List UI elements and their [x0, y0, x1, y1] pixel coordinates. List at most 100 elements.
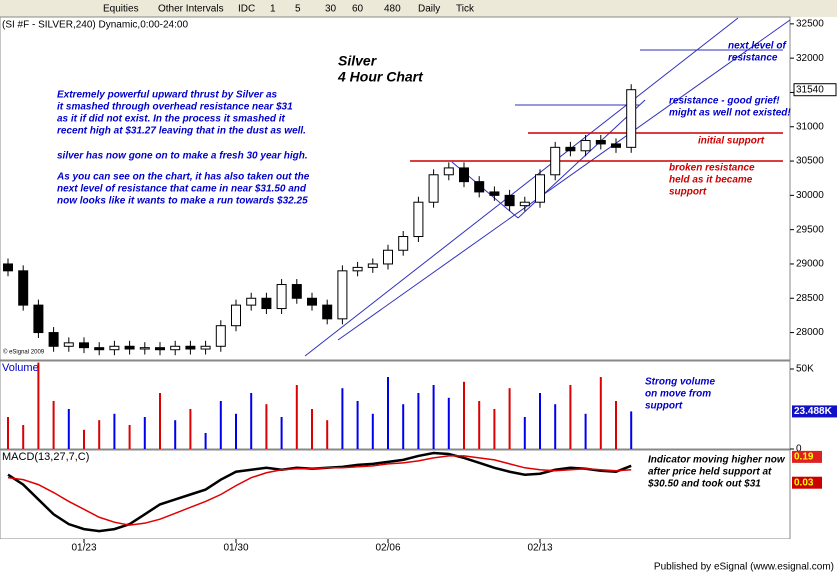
y-tick-label: 50K: [796, 364, 814, 375]
candle-body: [185, 345, 196, 350]
last-value-box: [792, 450, 822, 463]
toolbar-item[interactable]: Tick: [456, 4, 475, 15]
volume-bar: [204, 433, 207, 449]
copyright: © eSignal 2009: [3, 349, 45, 356]
annotation: next level of resistance that came in ne…: [57, 184, 307, 195]
y-tick-label: 30000: [796, 190, 824, 201]
candle-body: [155, 347, 165, 351]
toolbar-item[interactable]: 60: [352, 4, 364, 15]
annotation: as it if did not exist. In the process i…: [57, 114, 285, 125]
y-tick-label: 0: [796, 444, 802, 455]
toolbar-item[interactable]: IDC: [238, 4, 255, 15]
annotation: Extremely powerful upward thrust by Silv…: [57, 90, 278, 101]
x-tick-label: 01/23: [71, 543, 96, 554]
volume-bar: [189, 409, 192, 449]
candle-body: [352, 266, 363, 272]
date-axis: [0, 539, 837, 576]
candle-body: [504, 194, 515, 207]
candle-body: [170, 345, 181, 351]
volume-bar: [37, 362, 40, 449]
candle-body: [580, 139, 591, 152]
panel-title: MACD(13,27,7,C): [2, 451, 89, 463]
candle-body: [428, 174, 439, 203]
annotation: Strong volume: [645, 377, 715, 388]
last-value: 0.03: [794, 477, 814, 488]
candle-body: [94, 347, 105, 351]
y-tick-label: 32500: [796, 19, 824, 30]
channel-line: [337, 19, 791, 341]
toolbar-item[interactable]: Daily: [418, 4, 440, 15]
candle-body: [459, 167, 469, 183]
volume-bar: [250, 393, 253, 449]
volume-bar: [615, 401, 617, 449]
volume-bar: [478, 401, 481, 449]
toolbar-item[interactable]: Other Intervals: [158, 4, 224, 15]
volume-bar: [295, 385, 298, 449]
volume-bar: [341, 388, 344, 449]
y-tick-label: 29000: [796, 259, 824, 270]
trend-lines: [304, 17, 791, 357]
candle-body: [383, 249, 393, 265]
volume-bar: [630, 411, 633, 449]
y-tick-label: 28000: [796, 327, 824, 338]
annotation: initial support: [698, 136, 765, 147]
volume-bar: [432, 385, 435, 449]
annotation: now looks like it wants to make a run to…: [57, 196, 308, 207]
toolbar-item[interactable]: 1: [270, 4, 276, 15]
volume-bar: [371, 413, 374, 449]
volume-bar: [219, 401, 222, 449]
annotation: Indicator moving higher now: [648, 455, 786, 466]
volume-bar: [311, 409, 313, 449]
annotation: it smashed through overhead resistance n…: [57, 102, 293, 113]
volume-bar: [52, 401, 55, 449]
toolbar-item[interactable]: Equities: [103, 4, 139, 15]
candle-body: [626, 89, 637, 148]
volume-bar: [599, 377, 602, 449]
candle-body: [413, 201, 424, 238]
candle-body: [322, 304, 333, 320]
toolbar-item[interactable]: 5: [295, 4, 301, 15]
annotation: support: [645, 401, 683, 412]
annotation: after price held support at: [648, 467, 772, 478]
volume-bar: [463, 381, 465, 449]
volume-bar: [569, 385, 572, 449]
candle-body: [307, 297, 317, 306]
candle-body: [124, 345, 135, 350]
last-volume: 23.488K: [794, 406, 833, 417]
panel-title: Volume: [2, 362, 39, 374]
toolbar-item[interactable]: 30: [325, 4, 337, 15]
annotation: might as well not existed!: [669, 108, 791, 119]
volume-bar: [22, 425, 25, 449]
x-tick-label: 01/30: [223, 543, 248, 554]
annotation: held as it became: [669, 175, 753, 186]
candle-body: [519, 201, 530, 207]
macd-line: [7, 455, 632, 526]
candle-body: [3, 263, 13, 272]
last-volume-box: [792, 405, 837, 418]
candle-body: [337, 270, 348, 320]
candle-body: [474, 181, 485, 193]
volume-bar: [128, 425, 131, 449]
candle-body: [367, 263, 378, 268]
toolbar-item[interactable]: 480: [384, 4, 401, 15]
annotation: support: [669, 187, 707, 198]
candle-body: [63, 342, 74, 347]
candle-body: [231, 304, 241, 327]
candle-body: [535, 174, 545, 203]
volume-bar: [539, 393, 541, 449]
annotation: silver has now gone on to make a fresh 3…: [57, 151, 308, 162]
chart-header: (SI #F - SILVER,240) Dynamic,0:00-24:00: [2, 20, 188, 31]
y-tick-label: 30500: [796, 156, 824, 167]
annotation: resistance: [728, 53, 778, 64]
toolbar: [0, 0, 837, 17]
volume-bar: [7, 417, 9, 449]
heading: Silver: [338, 53, 378, 69]
x-tick-label: 02/06: [375, 543, 400, 554]
candle-body: [109, 345, 120, 351]
candle-body: [595, 139, 606, 145]
volume-bar: [235, 413, 237, 449]
volume-bar: [493, 409, 496, 449]
volume-panel: [0, 360, 791, 450]
annotation: As you can see on the chart, it has also…: [56, 172, 310, 183]
